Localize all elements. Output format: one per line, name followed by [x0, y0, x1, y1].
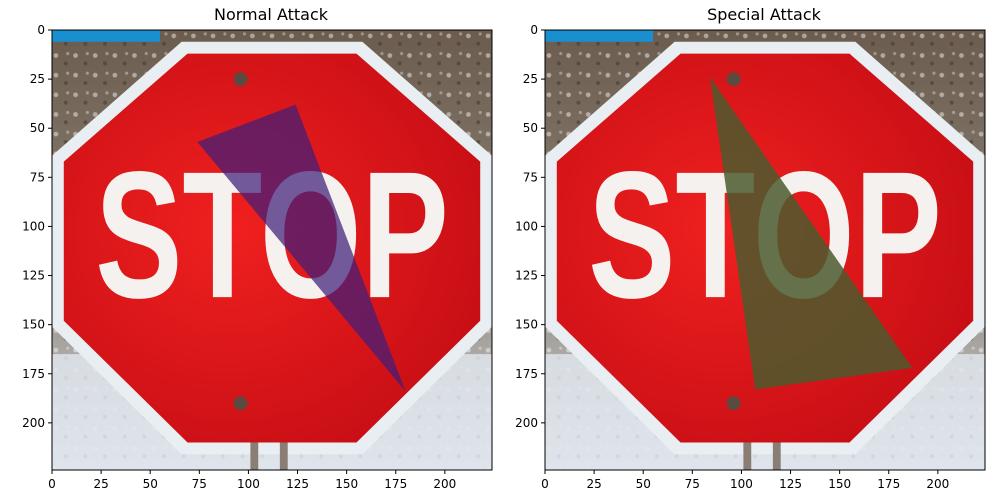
x-tick-label: 0: [48, 477, 56, 491]
y-tick-label: 0: [530, 23, 538, 37]
attack-triangle-overlay: [197, 104, 406, 392]
x-tick-label: 100: [730, 477, 753, 491]
y-tick-label: 75: [523, 170, 538, 184]
y-tick-label: 25: [523, 72, 538, 86]
axes-frame: [544, 29, 986, 471]
panel-title: Special Attack: [707, 5, 822, 24]
stop-sign-image: [52, 30, 492, 470]
x-tick-label: 125: [779, 477, 802, 491]
y-tick-label: 200: [22, 416, 45, 430]
x-tick-label: 200: [926, 477, 949, 491]
x-tick-label: 150: [828, 477, 851, 491]
y-tick-label: 50: [30, 121, 45, 135]
x-tick-label: 150: [335, 477, 358, 491]
x-tick-label: 50: [143, 477, 158, 491]
x-tick-label: 25: [93, 477, 108, 491]
y-tick-label: 125: [22, 269, 45, 283]
x-tick-label: 125: [286, 477, 309, 491]
y-tick-label: 125: [515, 269, 538, 283]
y-tick-label: 0: [37, 23, 45, 37]
y-tick-label: 150: [22, 318, 45, 332]
stop-sign-image: [545, 30, 985, 470]
y-tick-label: 25: [30, 72, 45, 86]
x-axis: 0 25 50 75 100 125 150 175 200: [48, 470, 456, 491]
attack-triangle-overlay: [710, 77, 913, 390]
y-tick-label: 175: [515, 367, 538, 381]
panel-title: Normal Attack: [214, 5, 329, 24]
x-tick-label: 0: [541, 477, 549, 491]
y-tick-label: 200: [515, 416, 538, 430]
x-tick-label: 75: [192, 477, 207, 491]
y-axis: 0 25 50 75 100 125 150 175 200: [515, 23, 545, 430]
y-tick-label: 50: [523, 121, 538, 135]
axes-frame: [51, 29, 493, 471]
y-tick-label: 150: [515, 318, 538, 332]
x-tick-label: 50: [636, 477, 651, 491]
y-axis: 0 25 50 75 100 125 150 175 200: [22, 23, 52, 430]
x-tick-label: 175: [877, 477, 900, 491]
panel-normal-attack: Normal Attack 0 25 50 75 100 125 150 175 200 0 25…: [22, 5, 493, 491]
x-tick-label: 100: [237, 477, 260, 491]
y-tick-label: 100: [515, 219, 538, 233]
y-tick-label: 75: [30, 170, 45, 184]
x-tick-label: 200: [433, 477, 456, 491]
y-tick-label: 100: [22, 219, 45, 233]
y-tick-label: 175: [22, 367, 45, 381]
x-tick-label: 75: [685, 477, 700, 491]
x-tick-label: 25: [586, 477, 601, 491]
panel-special-attack: Special Attack 0 25 50 75 100 125 150 175 200 0 2…: [515, 5, 986, 491]
x-axis: 0 25 50 75 100 125 150 175 200: [541, 470, 949, 491]
x-tick-label: 175: [384, 477, 407, 491]
